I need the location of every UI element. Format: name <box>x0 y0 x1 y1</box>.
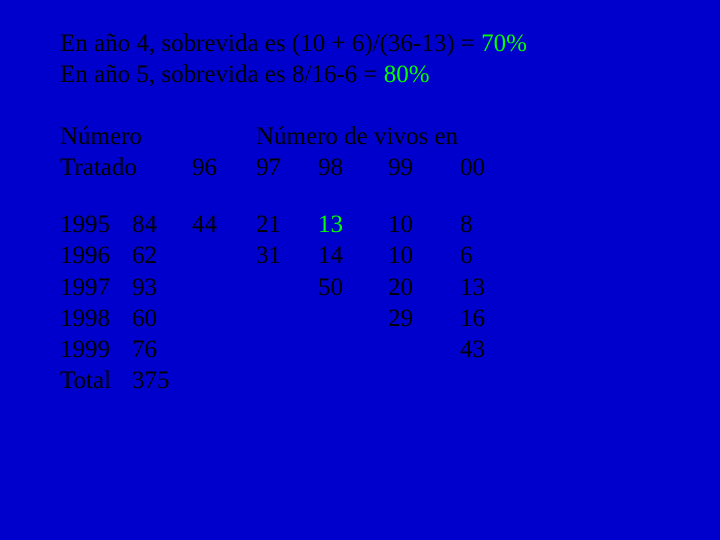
cell-98: 13 <box>318 209 388 240</box>
table-header: Número Número de vivos en Tratado 96 97 … <box>60 121 660 184</box>
cell-97: 21 <box>256 209 318 240</box>
cell-99: 10 <box>388 209 460 240</box>
intro-line-1-text: En año 4, sobrevida es (10 + 6)/(36-13) … <box>60 30 481 57</box>
cell-99: 20 <box>388 272 460 303</box>
intro-line-2: En año 5, sobrevida es 8/16-6 = 80% <box>60 59 660 90</box>
cell-year: 1996 <box>60 240 132 271</box>
cell-year: 1999 <box>60 334 132 365</box>
header-99: 99 <box>388 152 460 183</box>
table-row: 1999 76 43 <box>60 334 660 365</box>
cell-00: 43 <box>460 334 520 365</box>
cell-98: 14 <box>318 240 388 271</box>
cell-99: 29 <box>388 303 460 334</box>
table-body: 1995 84 44 21 13 10 8 1996 62 31 14 10 6… <box>60 209 660 397</box>
cell-00: 6 <box>460 240 520 271</box>
cell-year: 1997 <box>60 272 132 303</box>
slide: En año 4, sobrevida es (10 + 6)/(36-13) … <box>0 0 720 397</box>
header-97: 97 <box>256 152 318 183</box>
cell-total-label: Total <box>60 365 132 396</box>
cell-00: 8 <box>460 209 520 240</box>
cell-97: 31 <box>256 240 318 271</box>
header-tratado: Tratado <box>60 152 132 183</box>
cell-trat: 84 <box>132 209 192 240</box>
cell-trat: 60 <box>132 303 192 334</box>
cell-00: 13 <box>460 272 520 303</box>
cell-year: 1995 <box>60 209 132 240</box>
table-row: 1996 62 31 14 10 6 <box>60 240 660 271</box>
intro-line-2-pct: 80% <box>384 61 430 88</box>
header-vivos: Número de vivos en <box>256 121 458 152</box>
table-row: 1997 93 50 20 13 <box>60 272 660 303</box>
cell-99: 10 <box>388 240 460 271</box>
cell-trat: 62 <box>132 240 192 271</box>
table-row: 1995 84 44 21 13 10 8 <box>60 209 660 240</box>
intro-line-2-text: En año 5, sobrevida es 8/16-6 = <box>60 61 384 88</box>
cell-year: 1998 <box>60 303 132 334</box>
cell-trat: 76 <box>132 334 192 365</box>
intro-line-1-pct: 70% <box>481 30 527 57</box>
table-row-total: Total 375 <box>60 365 660 396</box>
cell-96: 44 <box>192 209 256 240</box>
header-row-2: Tratado 96 97 98 99 00 <box>60 152 660 183</box>
intro-line-1: En año 4, sobrevida es (10 + 6)/(36-13) … <box>60 28 660 59</box>
header-96: 96 <box>192 152 256 183</box>
header-row-1: Número Número de vivos en <box>60 121 660 152</box>
table-row: 1998 60 29 16 <box>60 303 660 334</box>
cell-total-trat: 375 <box>132 365 192 396</box>
header-numero: Número <box>60 121 132 152</box>
cell-00: 16 <box>460 303 520 334</box>
cell-trat: 93 <box>132 272 192 303</box>
header-00: 00 <box>460 152 520 183</box>
header-98: 98 <box>318 152 388 183</box>
cell-98: 50 <box>318 272 388 303</box>
